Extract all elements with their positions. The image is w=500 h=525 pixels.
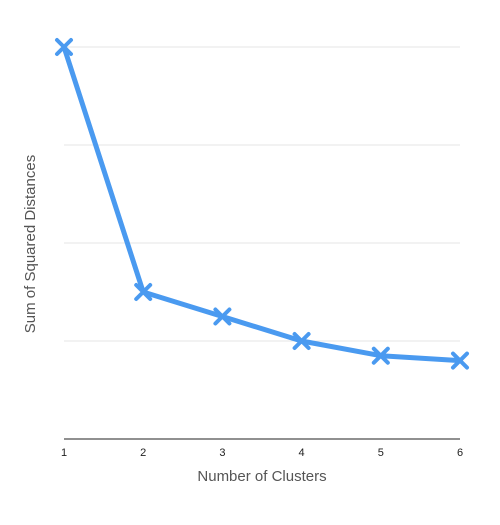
data-point-marker (292, 332, 311, 350)
data-point-marker (451, 351, 469, 370)
data-point-marker (55, 38, 73, 56)
x-tick-labels: 1 2 3 4 5 6 (61, 447, 463, 459)
data-point-marker (213, 307, 232, 326)
x-tick-label: 4 (299, 447, 305, 459)
series-line (61, 44, 463, 364)
data-point-markers (55, 38, 469, 370)
x-tick-label: 3 (219, 447, 225, 459)
x-tick-label: 1 (61, 447, 67, 459)
gridlines (64, 46, 460, 342)
x-tick-label: 2 (140, 447, 146, 459)
x-tick-label: 6 (457, 447, 463, 459)
x-tick-label: 5 (378, 447, 384, 459)
data-point-marker (371, 346, 390, 365)
data-point-marker (134, 283, 153, 301)
x-axis-title: Number of Clusters (197, 468, 326, 485)
y-axis-title: Sum of Squared Distances (22, 155, 39, 333)
